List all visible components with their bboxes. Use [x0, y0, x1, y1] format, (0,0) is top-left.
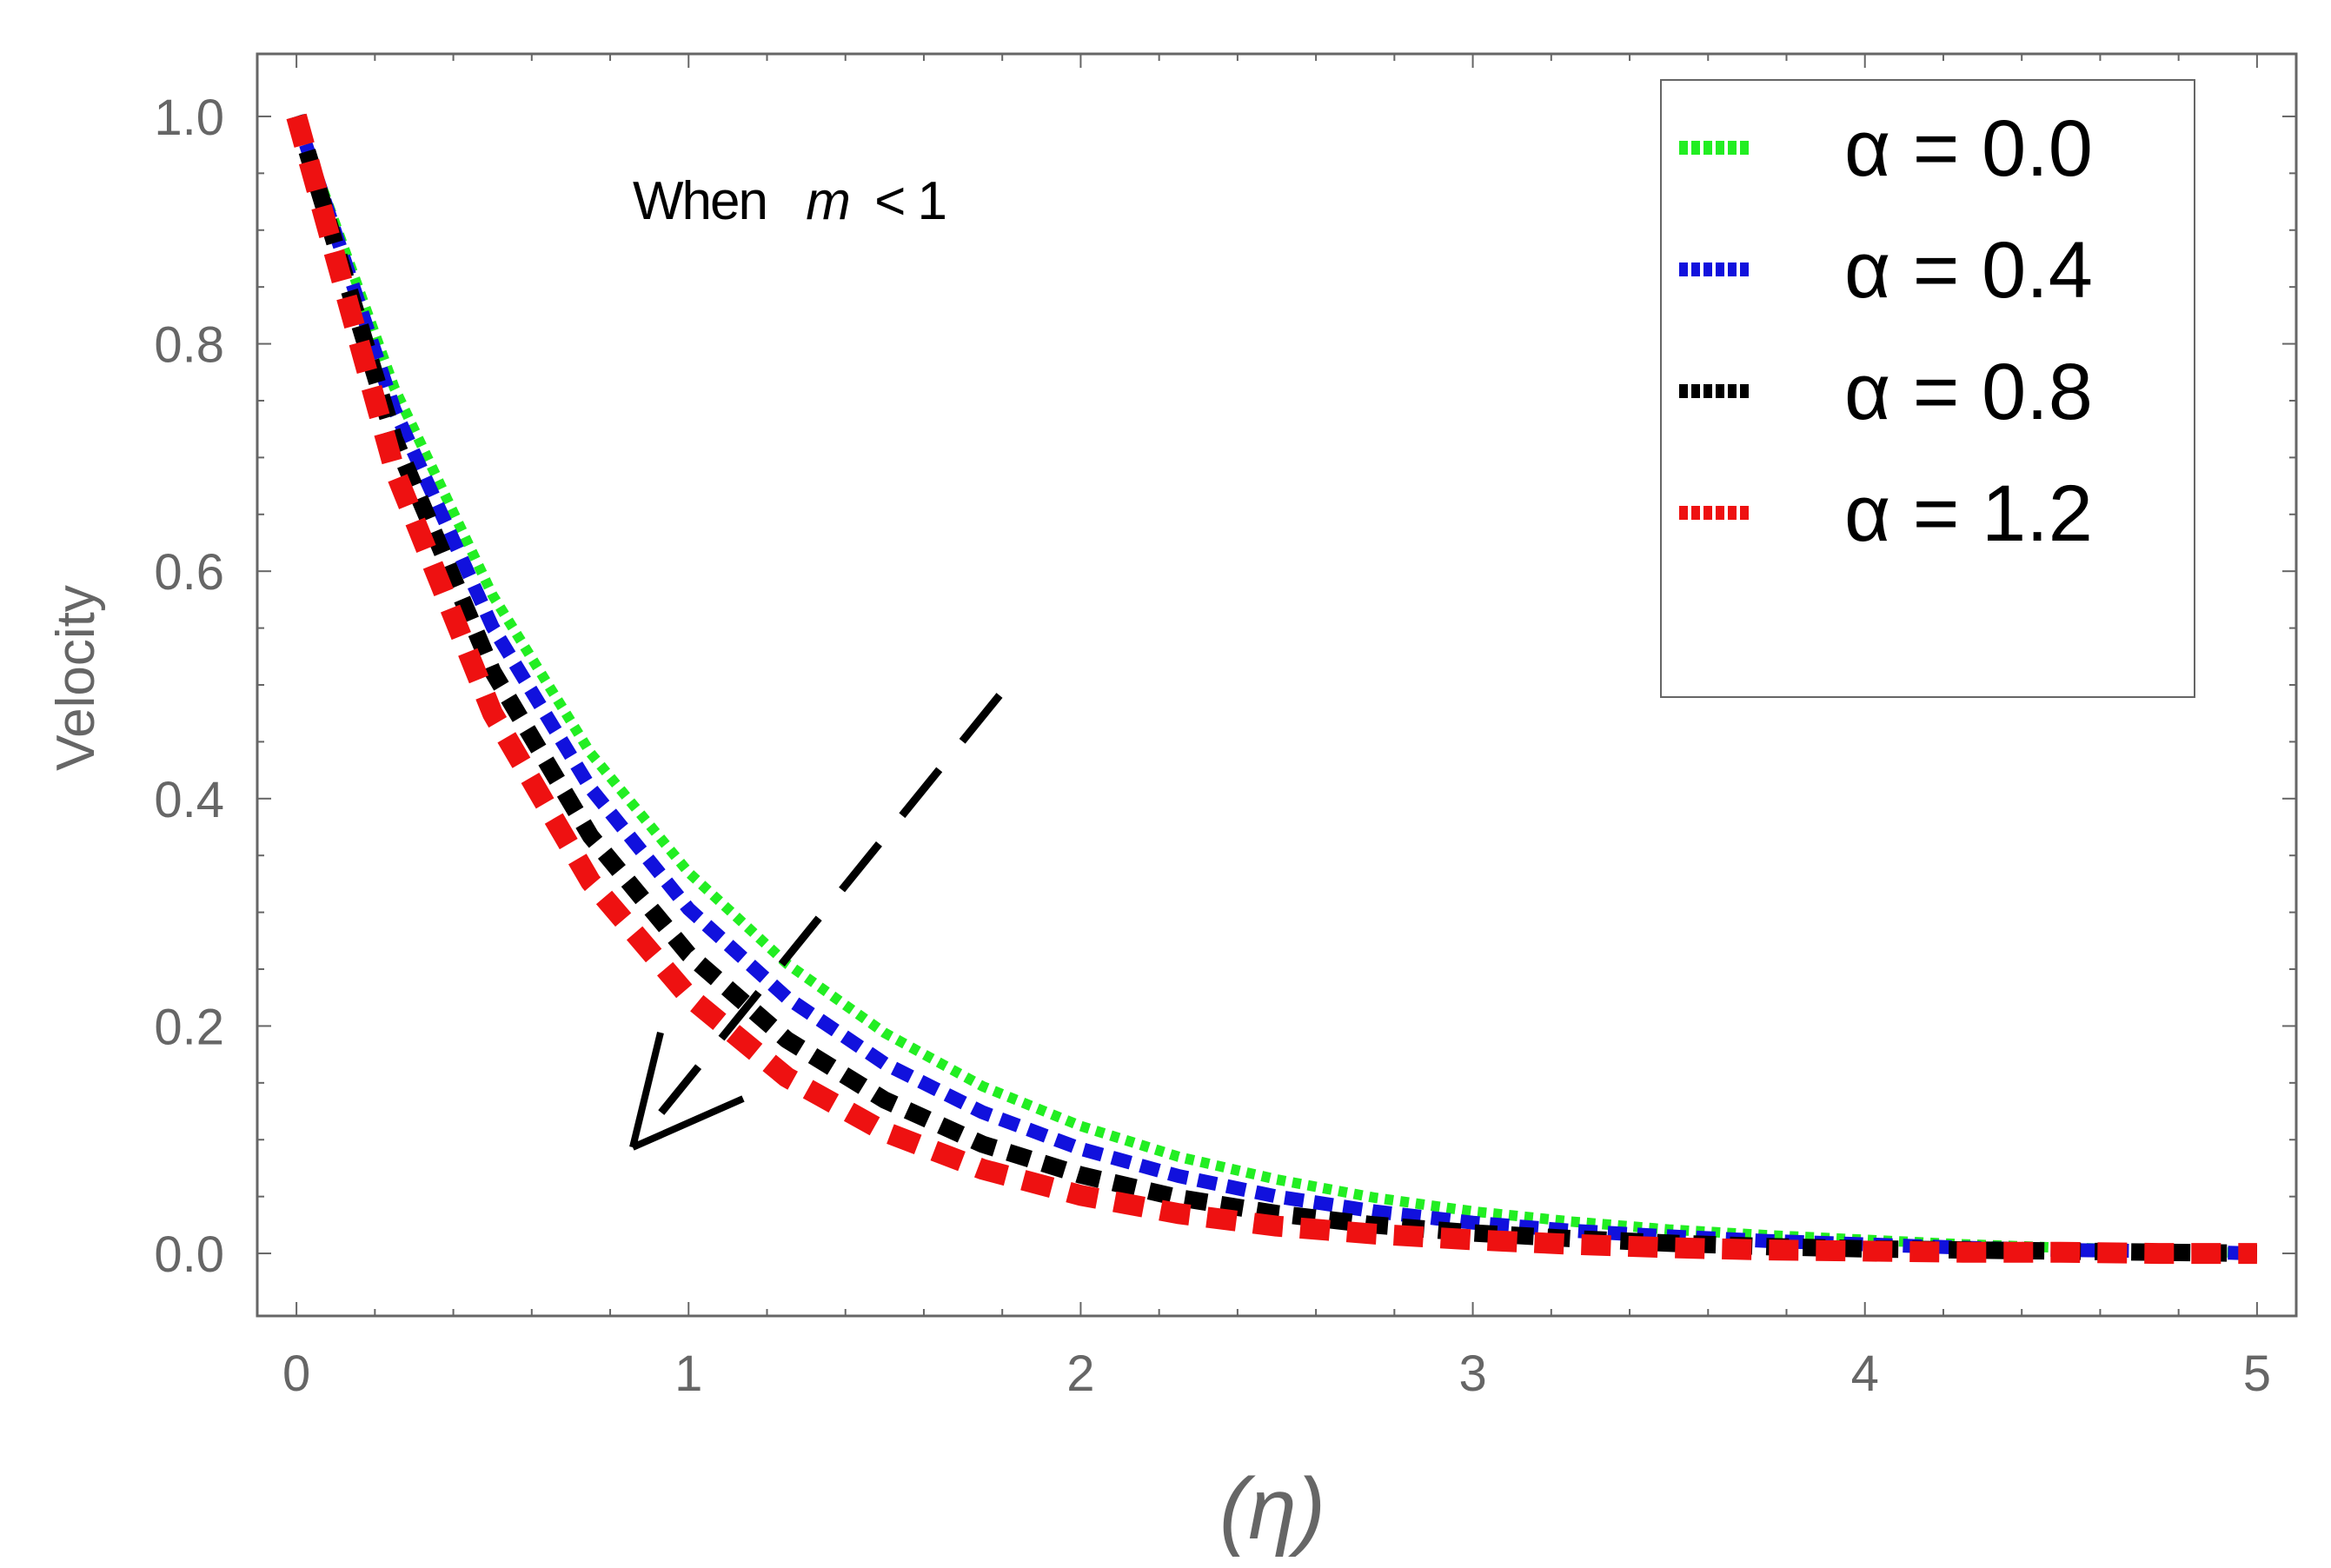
- x-tick-label: 1: [674, 1345, 702, 1402]
- trend-arrow: [629, 693, 1003, 1151]
- annotation-variable: m: [806, 171, 849, 231]
- y-tick-label: 0.0: [154, 1226, 224, 1283]
- x-tick-label: 4: [1851, 1345, 1879, 1402]
- y-axis-title: Velocity: [46, 585, 106, 771]
- legend-label: α = 1.2: [1844, 469, 2093, 558]
- y-tick-label: 0.2: [154, 999, 224, 1055]
- x-axis-title: (η): [1219, 1460, 1325, 1558]
- legend-label: α = 0.4: [1844, 226, 2093, 315]
- trend-arrow-head-right: [631, 1095, 745, 1151]
- x-tick-label: 3: [1458, 1345, 1486, 1402]
- legend-label: α = 0.0: [1844, 104, 2093, 193]
- x-tick-label: 5: [2243, 1345, 2271, 1402]
- series-layer: [286, 113, 2258, 1265]
- annotation-text: When m < 1: [633, 171, 946, 231]
- x-tick-label: 2: [1066, 1345, 1094, 1402]
- axis-ticks: [257, 54, 2296, 1316]
- annotation-relation: < 1: [874, 171, 946, 231]
- legend-label: α = 0.8: [1844, 348, 2093, 436]
- legend-box: [1660, 79, 2195, 698]
- y-tick-label: 1.0: [154, 90, 224, 146]
- trend-arrow-shaft: [631, 693, 1003, 1148]
- y-tick-label: 0.8: [154, 317, 224, 374]
- x-tick-label: 0: [282, 1345, 310, 1402]
- legend: α = 0.0 α = 0.4 α = 0.8 α = 1.2: [1660, 79, 2195, 698]
- y-tick-label: 0.4: [154, 772, 224, 828]
- annotation-prefix: When: [633, 171, 767, 231]
- series-line-3: [286, 113, 2257, 1265]
- y-tick-label: 0.6: [154, 544, 224, 601]
- trend-arrow-head-left: [629, 1032, 664, 1148]
- tick-labels: 0 1 2 3 4 5 0.0 0.2 0.4 0.6 0.8 1.0: [154, 90, 2271, 1402]
